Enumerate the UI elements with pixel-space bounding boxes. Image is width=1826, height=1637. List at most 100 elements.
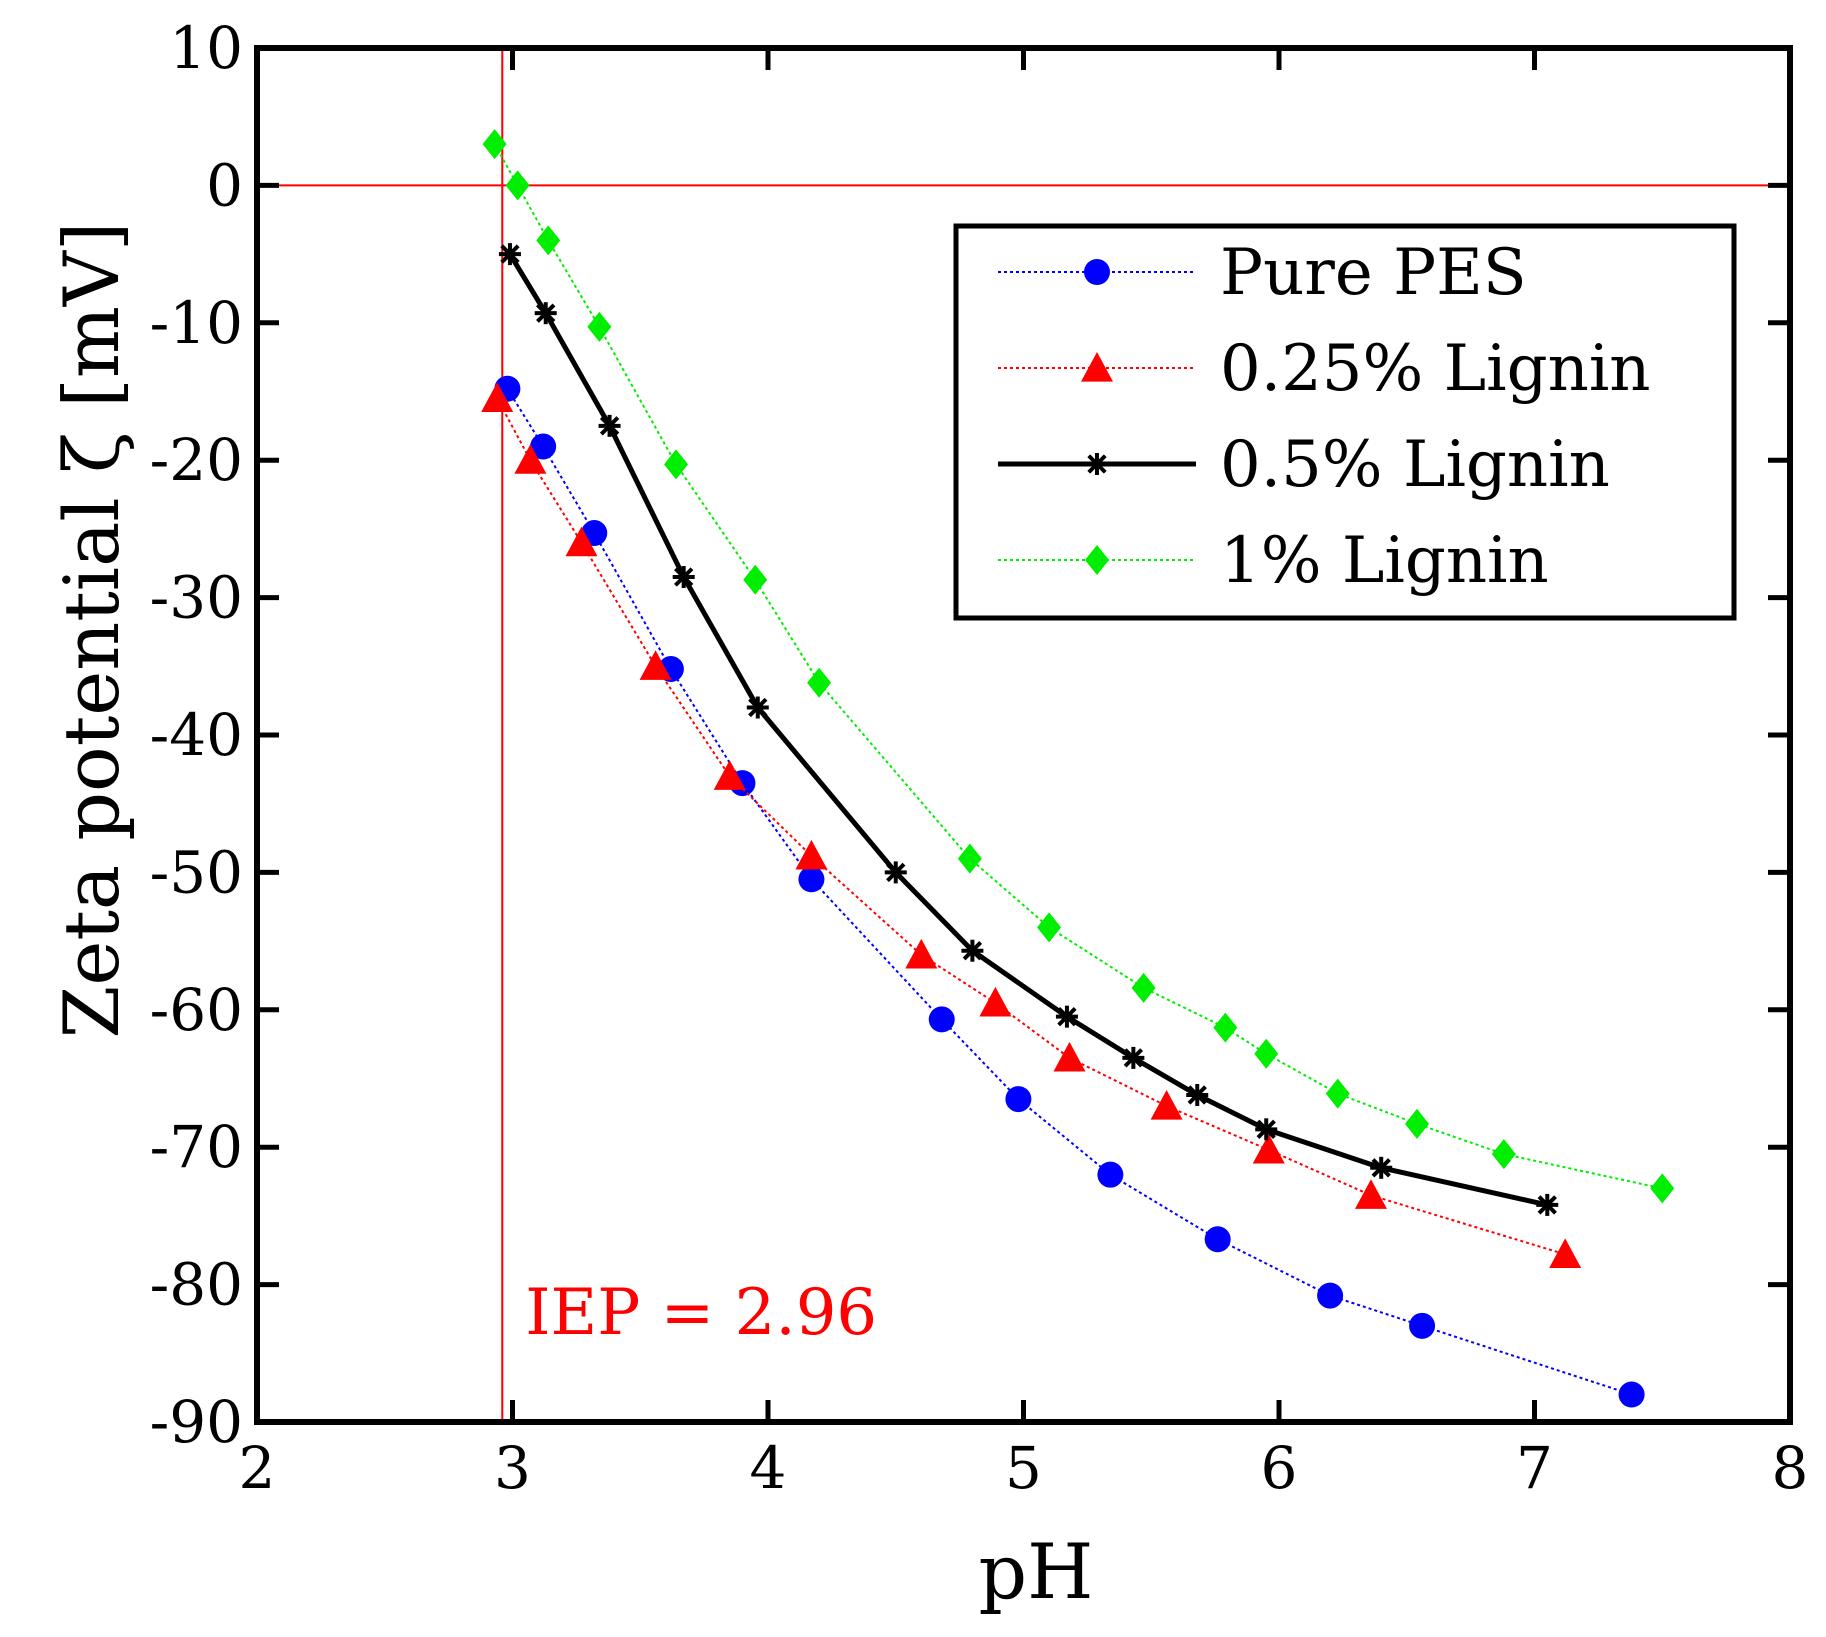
data-point-0-5-lignin [961,939,984,962]
data-point-0-5-lignin [746,696,769,719]
data-point-0-25-lignin [979,986,1012,1017]
data-point-0-5-lignin [498,243,521,266]
data-point-0-25-lignin [639,650,672,680]
data-point-pure-pes [530,433,557,460]
y-tick-label: -50 [150,838,243,906]
star-stroke [1123,1048,1144,1068]
series-1-lignin [482,129,1675,1204]
data-point-1-lignin [1254,1038,1279,1069]
star-stroke [674,567,694,587]
data-point-0-25-lignin [1549,1238,1582,1268]
x-tick-label: 2 [239,1434,276,1502]
y-tick-label: -40 [150,701,243,769]
x-tick-label: 7 [1516,1434,1553,1502]
series-0-5-lignin [498,243,1559,1216]
data-point-0-25-lignin [481,382,514,412]
star-stroke [748,697,768,718]
data-point-pure-pes [1317,1282,1344,1309]
data-point-1-lignin [505,170,530,201]
y-tick-label: -20 [150,426,243,494]
data-point-pure-pes [1409,1312,1436,1339]
star-stroke [500,244,520,264]
data-point-1-lignin [1491,1139,1516,1170]
data-point-1-lignin [957,843,982,874]
data-point-1-lignin [1650,1173,1675,1204]
data-point-1-lignin [587,311,612,342]
iep-annotation: IEP = 2.96 [525,1276,877,1350]
series-line-1-lignin [493,143,1663,1190]
x-tick-label: 6 [1261,1434,1298,1502]
data-point-0-5-lignin [884,861,907,884]
x-tick-label: 5 [1005,1434,1042,1502]
data-point-0-5-lignin [1536,1193,1559,1216]
data-point-0-5-lignin [1055,1005,1078,1028]
star-stroke [599,416,620,436]
y-axis-title: Zeta potential ζ [mV] [47,222,136,1039]
data-point-0-5-lignin [1255,1118,1278,1141]
data-point-0-5-lignin [672,565,695,588]
data-point-1-lignin [807,667,832,698]
star-stroke [1371,1158,1391,1178]
legend-marker-0-5-lignin [1086,453,1108,475]
data-point-pure-pes [1005,1086,1032,1113]
series-layer [481,129,1675,1408]
star-stroke [886,862,906,883]
y-tick-label: -10 [150,289,243,357]
data-point-1-lignin [536,225,561,256]
x-axis-title: pH [979,1527,1094,1616]
series-0-25-lignin [481,382,1582,1268]
star-stroke [1256,1119,1276,1140]
data-point-0-25-lignin [1053,1041,1086,1072]
legend-box [953,223,1737,621]
data-point-0-25-lignin [795,839,828,870]
data-point-0-25-lignin [1252,1133,1285,1164]
data-point-pure-pes [1618,1381,1645,1408]
data-point-0-25-lignin [1354,1179,1387,1209]
x-tick-label: 3 [494,1434,531,1502]
legend-label-0-5-lignin: 0.5% Lignin [1220,428,1610,502]
data-point-1-lignin [664,449,689,480]
data-point-1-lignin [743,564,768,595]
data-point-1-lignin [1404,1108,1429,1139]
star-stroke [1187,1085,1207,1105]
x-tick-label: 4 [750,1434,787,1502]
y-tick-label: -90 [150,1388,243,1456]
legend-marker-pure-pes [1084,259,1110,285]
legend-label-0-25-lignin: 0.25% Lignin [1220,332,1651,406]
data-point-0-25-lignin [565,526,598,557]
star-stroke [536,303,556,323]
data-point-pure-pes [798,866,825,893]
data-point-0-5-lignin [1186,1083,1209,1106]
legend-label-pure-pes: Pure PES [1220,236,1527,310]
x-tick-label: 8 [1772,1434,1809,1502]
data-point-pure-pes [928,1006,955,1033]
y-tick-label: -30 [150,564,243,632]
data-point-0-25-lignin [514,444,547,474]
y-tick-label: -70 [150,1113,243,1181]
y-tick-label: 10 [169,14,243,82]
y-tick-label: 0 [206,151,243,219]
legend-label-1-lignin: 1% Lignin [1220,524,1549,598]
star-stroke [1087,454,1107,474]
legend-marker-1-lignin [1085,545,1109,575]
data-point-pure-pes [1204,1226,1231,1253]
data-point-0-25-lignin [1150,1089,1183,1120]
y-tick-label: -80 [150,1251,243,1319]
data-point-0-5-lignin [1122,1046,1145,1069]
y-tick-label: -60 [150,976,243,1044]
data-point-0-5-lignin [1370,1156,1393,1179]
data-point-1-lignin [1037,912,1062,943]
data-point-0-25-lignin [905,938,938,969]
data-point-1-lignin [1213,1012,1238,1043]
data-point-1-lignin [482,129,507,160]
data-point-0-5-lignin [598,414,621,437]
legend-marker-0-25-lignin [1081,352,1113,382]
data-point-pure-pes [1097,1161,1124,1188]
data-point-0-25-lignin [713,760,746,790]
star-stroke [1537,1195,1557,1215]
axis-ticks: 2 3 4 5 6 7 8 10 0 -10 -20 -30 -40 -50 -60 -70 -80 -90 [150,14,1809,1502]
data-point-1-lignin [1131,972,1156,1003]
legend: Pure PES 0.25% Lignin 0.5% Lignin 1% Lignin [953,223,1737,621]
star-stroke [962,941,983,961]
